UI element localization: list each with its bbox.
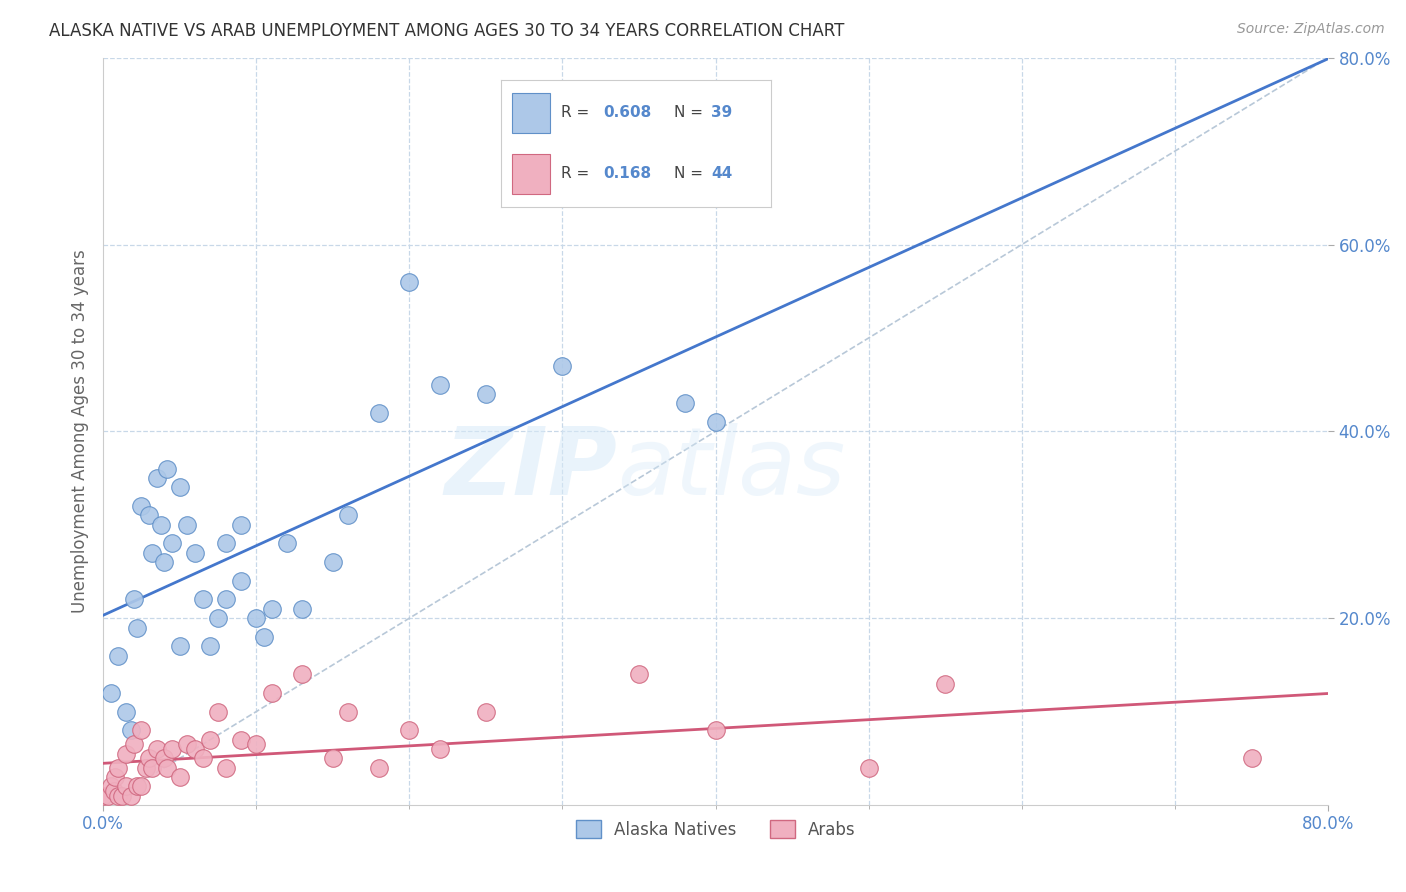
Point (153, 751, 176, 765)
Point (107, 789, 129, 803)
Point (934, 676, 956, 690)
Text: Source: ZipAtlas.com: Source: ZipAtlas.com (1237, 22, 1385, 37)
Point (628, 667, 651, 681)
Point (156, 761, 179, 775)
Point (229, 732, 252, 747)
Point (176, 737, 198, 751)
Point (115, 705, 138, 719)
Point (475, 387, 498, 401)
Point (551, 359, 574, 373)
Point (245, 737, 267, 751)
Point (156, 461, 179, 475)
Point (858, 761, 880, 775)
Point (367, 406, 389, 420)
Point (184, 546, 207, 560)
Point (141, 546, 163, 560)
Point (207, 611, 229, 625)
Point (104, 770, 127, 784)
Point (131, 723, 153, 738)
Point (291, 667, 314, 681)
Point (429, 742, 451, 756)
Point (214, 592, 236, 607)
Point (260, 602, 283, 616)
Point (115, 780, 138, 794)
Point (107, 648, 129, 663)
Point (145, 471, 167, 485)
Point (150, 517, 173, 532)
Point (214, 761, 236, 775)
Point (398, 723, 420, 738)
Point (673, 396, 696, 410)
Point (245, 611, 267, 625)
Text: atlas: atlas (617, 423, 846, 514)
Point (291, 602, 314, 616)
Point (475, 705, 498, 719)
Y-axis label: Unemployment Among Ages 30 to 34 years: Unemployment Among Ages 30 to 34 years (72, 250, 89, 613)
Point (141, 761, 163, 775)
Point (97, 789, 120, 803)
Text: ALASKA NATIVE VS ARAB UNEMPLOYMENT AMONG AGES 30 TO 34 YEARS CORRELATION CHART: ALASKA NATIVE VS ARAB UNEMPLOYMENT AMONG… (49, 22, 845, 40)
Point (138, 751, 160, 765)
Point (125, 620, 148, 634)
Point (91, 789, 114, 803)
Point (100, 686, 122, 700)
Point (276, 536, 298, 550)
Text: ZIP: ZIP (444, 423, 617, 515)
Point (169, 639, 191, 653)
Point (260, 686, 283, 700)
Point (131, 780, 153, 794)
Point (160, 536, 183, 550)
Point (145, 742, 167, 756)
Legend: Alaska Natives, Arabs: Alaska Natives, Arabs (569, 814, 862, 846)
Point (367, 761, 389, 775)
Point (115, 747, 138, 761)
Point (229, 574, 252, 588)
Point (229, 517, 252, 532)
Point (169, 770, 191, 784)
Point (1240, 751, 1263, 765)
Point (135, 761, 157, 775)
Point (253, 630, 276, 644)
Point (704, 723, 727, 738)
Point (184, 742, 207, 756)
Point (176, 517, 198, 532)
Point (191, 592, 214, 607)
Point (107, 761, 129, 775)
Point (337, 508, 360, 523)
Point (191, 751, 214, 765)
Point (120, 789, 142, 803)
Point (207, 705, 229, 719)
Point (122, 592, 145, 607)
Point (429, 377, 451, 392)
Point (110, 789, 132, 803)
Point (398, 275, 420, 289)
Point (322, 751, 344, 765)
Point (200, 639, 222, 653)
Point (153, 555, 176, 569)
Point (337, 705, 360, 719)
Point (122, 737, 145, 751)
Point (120, 723, 142, 738)
Point (322, 555, 344, 569)
Point (160, 742, 183, 756)
Point (125, 780, 148, 794)
Point (704, 415, 727, 429)
Point (200, 732, 222, 747)
Point (103, 784, 125, 798)
Point (100, 780, 122, 794)
Point (169, 480, 191, 494)
Point (138, 508, 160, 523)
Point (214, 536, 236, 550)
Point (131, 499, 153, 513)
